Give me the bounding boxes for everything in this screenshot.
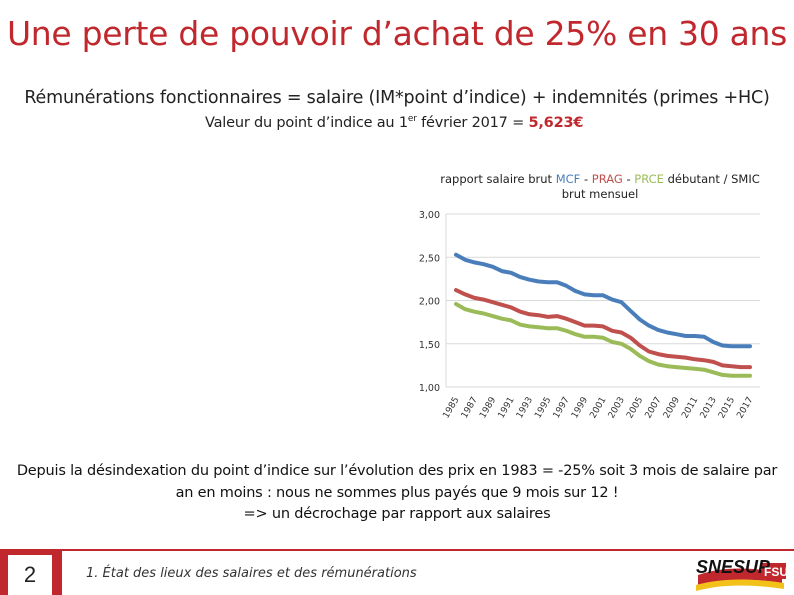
page-subtitle: Rémunérations fonctionnaires = salaire (… [24,88,770,108]
page-number-box: 2 [0,551,62,595]
body-line-1: Depuis la désindexation du point d’indic… [16,463,778,479]
body-line-3: => un décrochage par rapport aux salaire… [243,506,551,522]
x-tick-label: 2017 [735,396,755,421]
series-line-prag [454,288,752,370]
point-sup: er [407,114,417,124]
body-line-2: an en moins : nous ne sommes plus payés … [175,484,619,501]
x-tick-label: 1989 [478,395,498,420]
x-tick-label: 2007 [644,396,664,421]
footer-section-label: 1. État des lieux des salaires et des ré… [86,566,417,581]
chart-title-suffix: débutant / SMIC [663,172,760,186]
chart-svg: 3,00 2,50 2,00 1,50 1,0019851987198919911993… [419,210,760,421]
x-tick-label: 1987 [460,396,480,421]
snesup-fsu-logo: SNESUP FSU [696,557,788,591]
x-tick-label: 1995 [533,396,553,421]
x-tick-label: 2011 [680,396,700,421]
chart-title: rapport salaire brut MCF - PRAG - PRCE d… [430,172,770,202]
y-tick-label: 1,00 [419,383,440,394]
footer: 2 1. État des lieux des salaires et des … [0,549,794,595]
chart-title-mcf: MCF [555,172,581,186]
chart-title-sep2: - [622,172,635,186]
chart-title-prag: PRAG [591,172,623,186]
x-tick-label: 2015 [717,396,737,421]
logo-snesup-text: SNESUP [696,557,771,577]
page-number: 2 [8,555,52,595]
point-suffix: février 2017 = [416,114,529,131]
y-tick-label: 3,00 [419,210,440,221]
footer-divider [0,549,794,551]
chart-title-prefix: rapport salaire brut [440,172,556,186]
point-value-line: Valeur du point d’indice au 1er février … [205,114,583,131]
x-tick-label: 2001 [588,396,608,421]
x-tick-label: 2013 [699,396,719,421]
logo-yellow-swoosh [696,579,784,591]
y-tick-label: 1,50 [419,340,440,351]
logo-red-swoosh [698,568,782,587]
y-tick-label: 2,00 [419,297,440,308]
chart-title-line2: brut mensuel [561,187,639,201]
chart-title-prce: PRCE [634,172,664,186]
series-line-mcf [454,252,752,349]
x-tick-label: 1991 [497,396,517,421]
y-tick-label: 2,50 [419,253,440,264]
x-tick-label: 2009 [662,395,682,420]
point-value: 5,623€ [528,114,584,131]
chart-title-sep1: - [580,172,592,186]
page-title: Une perte de pouvoir d’achat de 25% en 3… [6,14,788,53]
x-tick-label: 1985 [441,396,461,421]
series-line-prce [454,302,752,378]
logo-fsu-text: FSU [764,565,788,579]
point-prefix: Valeur du point d’indice au 1 [205,114,408,131]
salary-ratio-chart: 3,00 2,50 2,00 1,50 1,00 1985 1987 1989 1991 1993… [410,168,770,440]
x-tick-label: 1993 [515,396,535,421]
body-text: Depuis la désindexation du point d’indic… [0,461,794,526]
logo-fsu-box [762,563,786,579]
x-tick-label: 2005 [625,396,645,421]
x-tick-label: 2003 [607,396,627,421]
x-tick-label: 1997 [552,396,572,421]
x-tick-label: 1999 [570,395,590,420]
